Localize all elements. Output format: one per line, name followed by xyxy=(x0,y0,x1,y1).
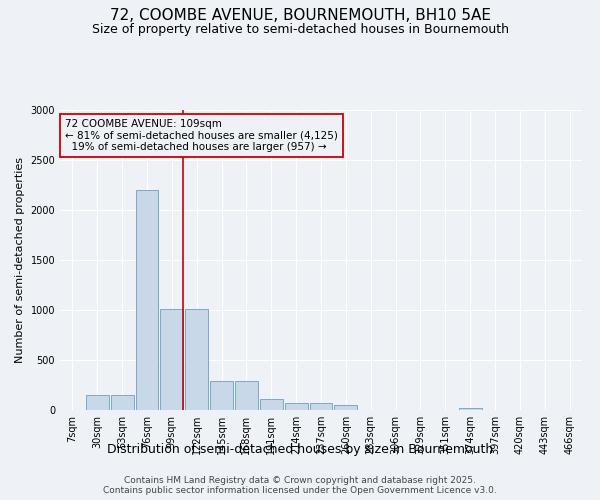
Bar xyxy=(210,381,233,410)
Bar xyxy=(260,398,283,410)
Bar xyxy=(136,190,158,410)
Bar xyxy=(310,402,332,410)
Bar xyxy=(235,381,258,410)
Bar xyxy=(285,402,308,410)
Bar xyxy=(111,395,134,410)
Y-axis label: Number of semi-detached properties: Number of semi-detached properties xyxy=(15,157,25,363)
Text: Contains HM Land Registry data © Crown copyright and database right 2025.
Contai: Contains HM Land Registry data © Crown c… xyxy=(103,476,497,495)
Text: Size of property relative to semi-detached houses in Bournemouth: Size of property relative to semi-detach… xyxy=(91,22,509,36)
Bar xyxy=(459,408,482,410)
Bar xyxy=(334,404,357,410)
Text: 72, COOMBE AVENUE, BOURNEMOUTH, BH10 5AE: 72, COOMBE AVENUE, BOURNEMOUTH, BH10 5AE xyxy=(110,8,491,22)
Bar xyxy=(185,309,208,410)
Bar xyxy=(86,395,109,410)
Text: Distribution of semi-detached houses by size in Bournemouth: Distribution of semi-detached houses by … xyxy=(107,442,493,456)
Bar xyxy=(160,309,183,410)
Text: 72 COOMBE AVENUE: 109sqm
← 81% of semi-detached houses are smaller (4,125)
  19%: 72 COOMBE AVENUE: 109sqm ← 81% of semi-d… xyxy=(65,119,338,152)
